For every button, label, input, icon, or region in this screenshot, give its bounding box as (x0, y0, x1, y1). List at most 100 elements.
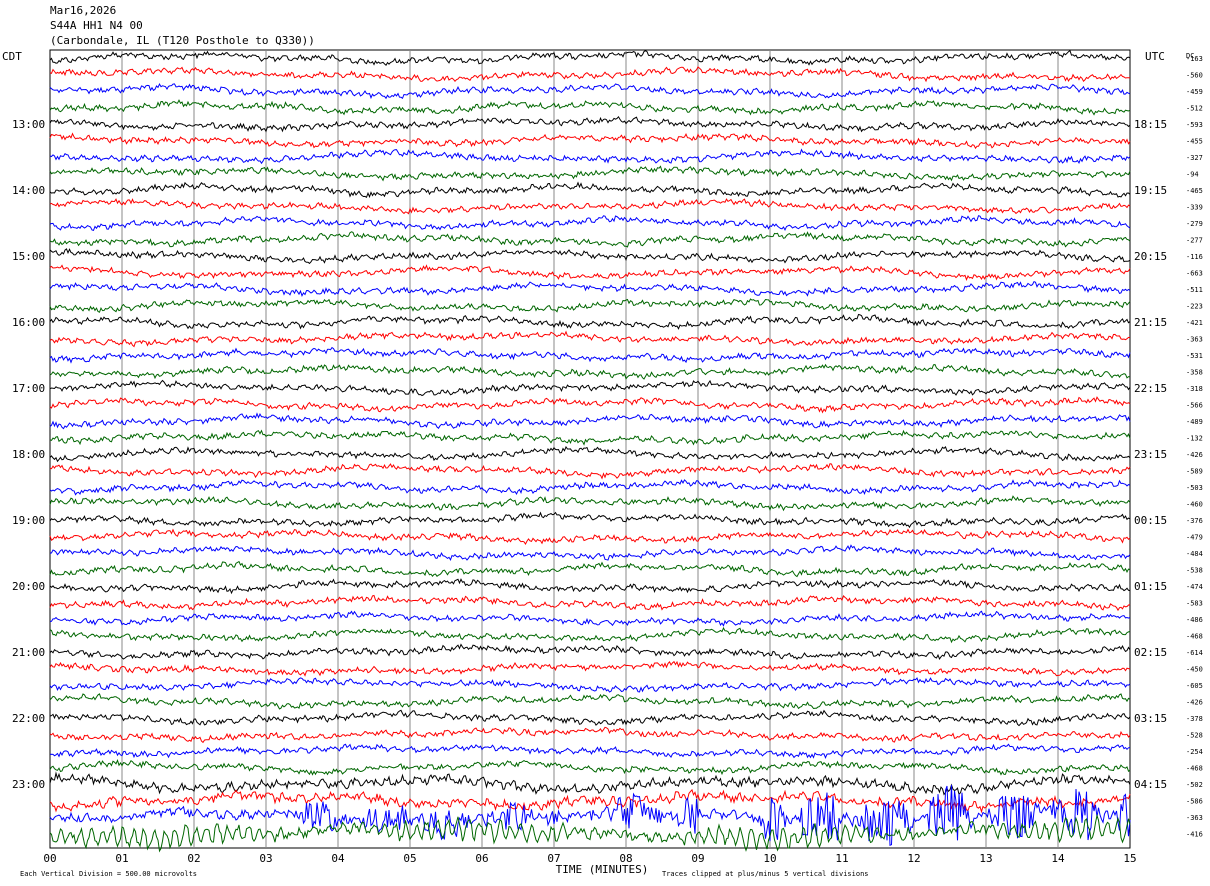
seismic-trace (49, 463, 1131, 480)
minute-tick-label: 09 (691, 852, 704, 865)
seismic-trace (49, 726, 1131, 744)
minute-tick-label: 02 (187, 852, 200, 865)
seismic-trace (49, 396, 1131, 414)
plot-frame (49, 49, 1131, 849)
dc-offset-label: -489 (1186, 418, 1203, 426)
dc-offset-label: -479 (1186, 534, 1203, 542)
dc-offset-label: -589 (1186, 468, 1203, 476)
seismic-trace (49, 479, 1131, 496)
cdt-hour-label: 14:00 (12, 184, 45, 197)
dc-offset-label: -94 (1186, 171, 1199, 179)
seismic-trace (49, 660, 1131, 677)
dc-offset-label: -460 (1186, 501, 1203, 509)
utc-hour-label: 03:15 (1134, 712, 1167, 725)
dc-offset-label: -586 (1186, 798, 1203, 806)
dc-offset-label: -223 (1186, 303, 1203, 311)
seismic-trace (49, 298, 1131, 313)
dc-offset-label: -358 (1186, 369, 1203, 377)
date-label: Mar16,2026 (50, 4, 117, 17)
seismic-trace (49, 495, 1131, 512)
seismic-trace (49, 578, 1131, 595)
traces (49, 49, 1131, 853)
minute-tick-label: 12 (907, 852, 920, 865)
seismic-trace (49, 379, 1131, 397)
seismic-trace (49, 784, 1131, 847)
seismic-trace (49, 363, 1131, 380)
seismic-trace (49, 99, 1131, 116)
labels: DC-163 -560 -459 -512 -593 -455 -327 -94 -465 -33… (2, 50, 1203, 878)
seismic-trace (49, 148, 1131, 165)
seismic-trace (49, 788, 1131, 814)
cdt-axis-label: CDT (2, 50, 22, 63)
location-label: (Carbondale, IL (T120 Posthole to Q330)) (50, 34, 315, 47)
seismic-trace (49, 231, 1131, 248)
dc-offset-label: -560 (1186, 72, 1203, 80)
dc-offset-label: -468 (1186, 765, 1203, 773)
dc-label: DC (1186, 52, 1194, 60)
cdt-hour-label: 21:00 (12, 646, 45, 659)
minute-tick-label: 01 (115, 852, 128, 865)
dc-offset-label: -502 (1186, 781, 1203, 789)
dc-offset-label: -474 (1186, 583, 1203, 591)
dc-offset-label: -583 (1186, 600, 1203, 608)
minute-tick-label: 06 (475, 852, 488, 865)
seismic-trace (49, 313, 1131, 330)
dc-offset-label: -593 (1186, 121, 1203, 129)
grid (49, 49, 1131, 849)
seismic-trace (49, 264, 1131, 281)
cdt-hour-label: 20:00 (12, 580, 45, 593)
utc-hour-label: 04:15 (1134, 778, 1167, 791)
clipping-note: Traces clipped at plus/minus 5 vertical … (662, 870, 869, 878)
minute-tick-label: 07 (547, 852, 560, 865)
dc-offset-label: -531 (1186, 352, 1203, 360)
seismic-trace (49, 49, 1131, 66)
dc-offset-label: -339 (1186, 204, 1203, 212)
station-label: S44A HH1 N4 00 (50, 19, 143, 32)
dc-offset-label: -363 (1186, 814, 1203, 822)
cdt-hour-label: 19:00 (12, 514, 45, 527)
utc-hour-label: 19:15 (1134, 184, 1167, 197)
seismic-trace (49, 445, 1131, 463)
seismic-trace (49, 709, 1131, 727)
seismic-trace (49, 610, 1131, 627)
seismic-trace (49, 346, 1131, 364)
x-axis-label: TIME (MINUTES) (556, 863, 649, 876)
dc-offset-label: -459 (1186, 88, 1203, 96)
seismic-trace (49, 429, 1131, 446)
minute-tick-label: 10 (763, 852, 776, 865)
seismic-trace (49, 215, 1131, 232)
seismic-trace (49, 330, 1131, 348)
dc-offset-label: -416 (1186, 831, 1203, 839)
minute-tick-label: 13 (979, 852, 992, 865)
utc-hour-label: 00:15 (1134, 514, 1167, 527)
seismic-trace (49, 758, 1131, 776)
dc-offset-label: -503 (1186, 484, 1203, 492)
cdt-hour-label: 15:00 (12, 250, 45, 263)
cdt-hour-label: 23:00 (12, 778, 45, 791)
utc-hour-label: 02:15 (1134, 646, 1167, 659)
seismic-trace (49, 511, 1131, 529)
utc-hour-label: 21:15 (1134, 316, 1167, 329)
dc-offset-label: -254 (1186, 748, 1203, 756)
seismic-trace (49, 181, 1131, 199)
dc-offset-label: -484 (1186, 550, 1203, 558)
seismic-trace (49, 248, 1131, 265)
seismic-trace (49, 693, 1131, 710)
dc-offset-label: -163 (1186, 55, 1203, 63)
dc-offset-label: -363 (1186, 336, 1203, 344)
cdt-hour-label: 13:00 (12, 118, 45, 131)
seismic-trace (49, 626, 1131, 644)
utc-hour-label: 23:15 (1134, 448, 1167, 461)
dc-offset-label: -511 (1186, 286, 1203, 294)
cdt-hour-label: 16:00 (12, 316, 45, 329)
utc-hour-label: 18:15 (1134, 118, 1167, 131)
seismic-trace (49, 66, 1131, 83)
dc-offset-label: -663 (1186, 270, 1203, 278)
dc-offset-label: -378 (1186, 715, 1203, 723)
dc-offset-label: -279 (1186, 220, 1203, 228)
utc-hour-label: 01:15 (1134, 580, 1167, 593)
seismic-trace (49, 743, 1131, 759)
utc-hour-label: 22:15 (1134, 382, 1167, 395)
seismic-trace (49, 412, 1131, 430)
dc-offset-label: -376 (1186, 517, 1203, 525)
